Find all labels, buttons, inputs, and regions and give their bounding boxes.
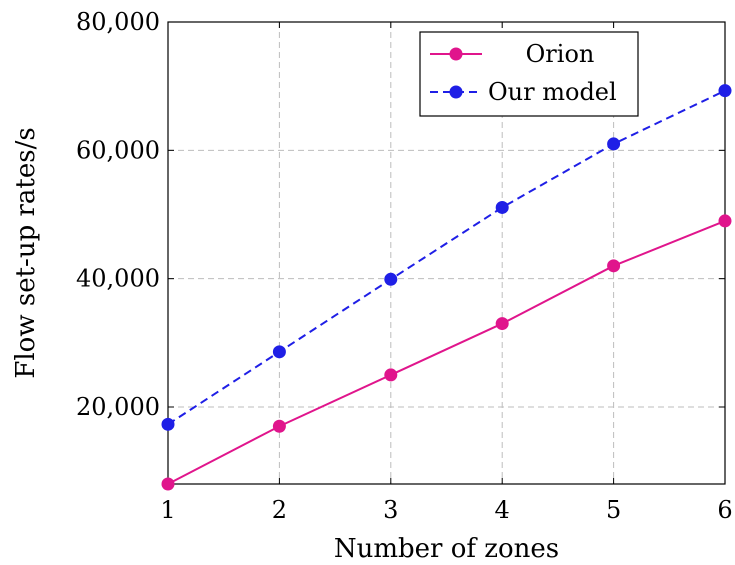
series-layer [161,84,732,491]
y-axis-label: Flow set-up rates/s [11,127,41,378]
y-tick-label: 20,000 [76,393,160,421]
legend: Orion Our model [419,31,639,117]
legend-label-our-model: Our model [488,78,617,106]
data-point-orion [607,259,621,273]
x-tick-label: 6 [717,496,732,524]
x-axis: 1 2 3 4 5 6 [160,22,733,524]
x-tick-label: 2 [272,496,287,524]
y-axis: 20,000 40,000 60,000 80,000 [76,8,725,421]
legend-marker-our-model [449,85,463,99]
data-point-our-model [607,137,621,151]
grid [168,22,725,484]
plot-frame [167,21,726,485]
x-tick-label: 5 [606,496,621,524]
x-tick-label: 1 [160,496,175,524]
data-point-orion [272,419,286,433]
data-point-our-model [718,84,732,98]
series-line-orion [167,219,726,485]
data-point-our-model [384,272,398,286]
data-point-orion [161,477,175,491]
legend-box [419,31,639,117]
data-point-orion [495,317,509,331]
x-tick-label: 3 [383,496,398,524]
data-point-our-model [272,345,286,359]
x-axis-label: Number of zones [334,534,559,564]
data-point-our-model [161,417,175,431]
data-point-our-model [495,200,509,214]
x-tick-label: 4 [495,496,510,524]
data-point-orion [718,214,732,228]
data-point-orion [384,368,398,382]
y-tick-label: 40,000 [76,265,160,293]
legend-marker-orion [449,47,463,61]
series-line-our-model [167,89,726,426]
y-tick-label: 60,000 [76,136,160,164]
y-tick-label: 80,000 [76,8,160,36]
legend-label-orion: Orion [526,40,595,68]
